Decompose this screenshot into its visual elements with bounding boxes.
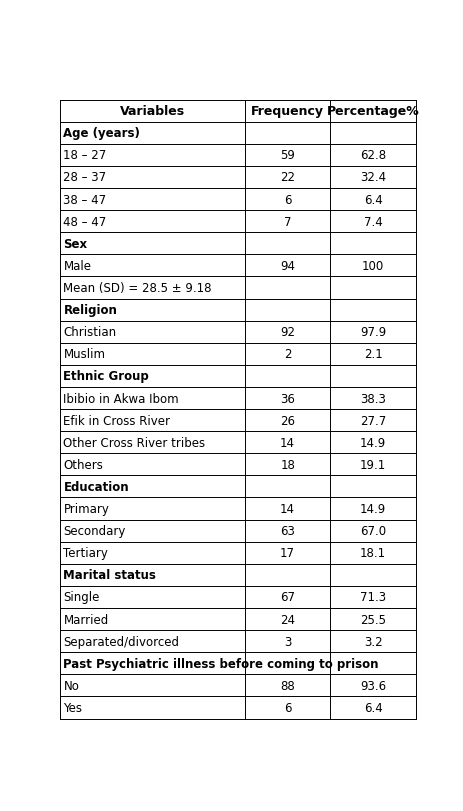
Text: Single: Single (63, 590, 100, 603)
Text: 17: 17 (280, 547, 294, 560)
Text: 18.1: 18.1 (359, 547, 385, 560)
Text: Yes: Yes (63, 702, 82, 714)
Text: 28 – 37: 28 – 37 (63, 171, 106, 184)
Text: 93.6: 93.6 (359, 679, 385, 692)
Text: Male: Male (63, 260, 91, 272)
Text: 7.4: 7.4 (363, 216, 382, 229)
Text: Others: Others (63, 458, 103, 471)
Text: 97.9: 97.9 (359, 326, 385, 339)
Text: Tertiary: Tertiary (63, 547, 108, 560)
Text: 71.3: 71.3 (359, 590, 385, 603)
Text: 14.9: 14.9 (359, 503, 385, 516)
Text: Christian: Christian (63, 326, 116, 339)
Text: Religion: Religion (63, 303, 117, 316)
Text: Efik in Cross River: Efik in Cross River (63, 414, 170, 427)
Text: 6: 6 (283, 193, 291, 206)
Text: 14: 14 (280, 436, 294, 449)
Text: 63: 63 (280, 525, 294, 538)
Text: Married: Married (63, 613, 108, 626)
Text: 18: 18 (280, 458, 294, 471)
Text: 94: 94 (280, 260, 294, 272)
Text: 38 – 47: 38 – 47 (63, 193, 106, 206)
Text: 2: 2 (283, 348, 291, 361)
Text: 3: 3 (283, 635, 291, 648)
Text: Sex: Sex (63, 238, 88, 251)
Text: Frequency: Frequency (250, 105, 324, 118)
Text: 100: 100 (361, 260, 383, 272)
Text: 27.7: 27.7 (359, 414, 385, 427)
Text: 6.4: 6.4 (363, 702, 382, 714)
Text: No: No (63, 679, 79, 692)
Text: 22: 22 (280, 171, 294, 184)
Text: 38.3: 38.3 (359, 392, 385, 405)
Text: 25.5: 25.5 (359, 613, 385, 626)
Text: 59: 59 (280, 149, 294, 162)
Text: 92: 92 (280, 326, 294, 339)
Text: 32.4: 32.4 (359, 171, 385, 184)
Text: Percentage%: Percentage% (326, 105, 419, 118)
Text: 7: 7 (283, 216, 291, 229)
Text: Marital status: Marital status (63, 569, 156, 581)
Text: Ibibio in Akwa Ibom: Ibibio in Akwa Ibom (63, 392, 179, 405)
Text: 14.9: 14.9 (359, 436, 385, 449)
Text: Education: Education (63, 480, 129, 493)
Text: 2.1: 2.1 (363, 348, 382, 361)
Text: Other Cross River tribes: Other Cross River tribes (63, 436, 205, 449)
Text: 24: 24 (280, 613, 294, 626)
Text: Secondary: Secondary (63, 525, 125, 538)
Text: Age (years): Age (years) (63, 127, 140, 140)
Text: Variables: Variables (119, 105, 185, 118)
Text: Ethnic Group: Ethnic Group (63, 370, 149, 383)
Text: 62.8: 62.8 (359, 149, 385, 162)
Text: Mean (SD) = 28.5 ± 9.18: Mean (SD) = 28.5 ± 9.18 (63, 281, 212, 294)
Text: 3.2: 3.2 (363, 635, 382, 648)
Text: Muslim: Muslim (63, 348, 105, 361)
Text: 6.4: 6.4 (363, 193, 382, 206)
Text: 48 – 47: 48 – 47 (63, 216, 106, 229)
Text: 36: 36 (280, 392, 294, 405)
Text: 67.0: 67.0 (359, 525, 385, 538)
Text: Separated/divorced: Separated/divorced (63, 635, 179, 648)
Text: 26: 26 (280, 414, 294, 427)
Text: Primary: Primary (63, 503, 109, 516)
Text: 18 – 27: 18 – 27 (63, 149, 106, 162)
Text: 88: 88 (280, 679, 294, 692)
Text: 14: 14 (280, 503, 294, 516)
Text: 19.1: 19.1 (359, 458, 385, 471)
Text: 67: 67 (280, 590, 294, 603)
Text: Past Psychiatric illness before coming to prison: Past Psychiatric illness before coming t… (63, 657, 378, 670)
Text: 6: 6 (283, 702, 291, 714)
